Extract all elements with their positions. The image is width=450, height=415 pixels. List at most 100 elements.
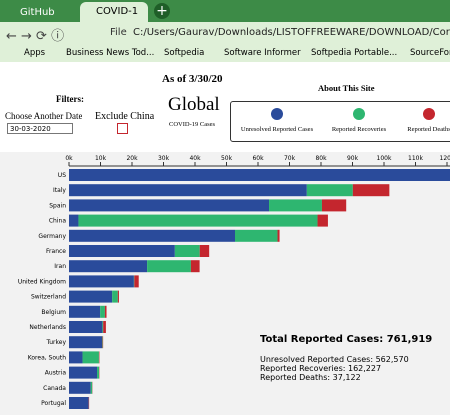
bar-segment [82, 351, 99, 364]
bar-segment [69, 397, 89, 409]
bar-segment [269, 199, 322, 212]
tab[interactable]: GitHub [20, 7, 55, 18]
y-tick-label: Austria [45, 370, 67, 377]
chart: 0k 10k 20k 30k 40k 50k 60k 70k 80k 90k 100k 110k 120… [0, 152, 450, 415]
bar-segment [147, 260, 191, 273]
legend-label: Reported Deaths [407, 126, 450, 133]
legend-dot [423, 108, 435, 120]
bar-segment [352, 184, 390, 197]
exclude-checkbox[interactable] [117, 123, 128, 134]
x-tick-label: 80k [315, 155, 327, 162]
bar-segment [69, 245, 175, 257]
bookmark[interactable]: Apps [24, 48, 46, 58]
subheading: COVID-19 Cases [169, 121, 216, 128]
y-tick-label: Iran [54, 263, 66, 270]
bar-segment [69, 214, 79, 227]
x-tick-label: 20k [126, 155, 138, 162]
about-link[interactable]: About This Site [318, 83, 375, 93]
summary-line: Reported Deaths: 37,122 [260, 373, 361, 382]
y-tick-label: Germany [38, 233, 66, 240]
bar-segment [69, 260, 148, 273]
x-tick-label: 30k [158, 155, 170, 162]
bookmark[interactable]: Softpedia [164, 48, 205, 58]
bar-segment [69, 184, 307, 197]
y-tick-label: Spain [49, 202, 66, 209]
bar-segment [112, 290, 118, 303]
address-bar[interactable]: C:/Users/Gaurav/Downloads/LISTOFFREEWARE… [133, 27, 450, 38]
bar-segment [199, 245, 210, 257]
bar-segment [69, 169, 450, 181]
legend-label: Reported Recoveries [331, 126, 387, 133]
y-tick-label: Italy [53, 187, 66, 194]
summary-line: Unresolved Reported Cases: 562,570 [260, 355, 409, 364]
bar-segment [317, 214, 328, 227]
toolbar [0, 22, 450, 62]
x-tick-label: 50k [221, 155, 233, 162]
bar-segment [69, 305, 101, 318]
x-tick-label: 90k [347, 155, 359, 162]
exclude-label: Exclude China [95, 111, 155, 122]
x-tick-label: 70k [284, 155, 296, 162]
bar-segment [134, 275, 139, 288]
date-input[interactable]: 30-03-2020 [7, 123, 73, 134]
y-tick-label: France [46, 248, 66, 255]
x-tick-label: 60k [252, 155, 264, 162]
bookmark[interactable]: Business News Tod... [66, 48, 155, 58]
bar-segment [69, 290, 113, 303]
bar-segment [103, 321, 106, 333]
y-tick-label: Portugal [41, 400, 66, 407]
legend: Unresolved Reported Cases Reported Recove… [230, 101, 450, 142]
bar-segment [102, 336, 103, 349]
x-tick-label: 120k [440, 155, 450, 162]
bar-segment [321, 199, 347, 212]
y-tick-label: Belgium [41, 309, 66, 316]
bar-segment [69, 275, 134, 288]
nav-buttons[interactable]: ← → ⟳ ⓘ [6, 29, 65, 44]
bookmark[interactable]: Softpedia Portable... [311, 48, 398, 58]
x-tick-label: 10k [95, 155, 107, 162]
bar-segment [235, 229, 278, 242]
legend-dot [353, 108, 365, 120]
y-tick-label: Turkey [45, 339, 66, 346]
bar-segment [306, 184, 353, 197]
bar-segment [102, 321, 104, 333]
y-tick-label: Canada [43, 385, 66, 392]
bar-segment [69, 351, 83, 364]
active-tab[interactable]: COVID-1 [80, 2, 148, 22]
heading: Global [168, 94, 220, 115]
summary-line: Reported Recoveries: 162,227 [260, 364, 382, 373]
x-tick-label: 100k [377, 155, 392, 162]
bar-segment [97, 366, 100, 379]
bar-segment [117, 290, 119, 303]
bar-segment [69, 336, 103, 349]
legend-dot [271, 108, 283, 120]
bar-segment [69, 366, 98, 379]
bar-segment [69, 229, 236, 242]
bookmark[interactable]: SourceForg [410, 48, 450, 58]
bar-segment [69, 321, 103, 333]
bar-segment [102, 336, 104, 349]
bar-segment [104, 305, 107, 318]
x-tick-label: 40k [189, 155, 201, 162]
y-tick-label: China [49, 218, 66, 225]
bar-segment [69, 381, 91, 394]
x-tick-label: 0k [65, 155, 73, 162]
bar-segment [90, 381, 93, 394]
new-tab-button[interactable]: + [154, 3, 170, 19]
bar-segment [69, 199, 270, 212]
as-of: As of 3/30/20 [162, 73, 223, 85]
y-tick-label: United Kingdom [18, 278, 66, 285]
bar-segment [174, 245, 200, 257]
filters-label: Filters: [56, 94, 84, 104]
bar-segment [100, 305, 105, 318]
bookmark[interactable]: Software Informer [224, 48, 301, 58]
bar-segment [78, 214, 318, 227]
date-label: Choose Another Date [5, 111, 83, 121]
bar-segment [277, 229, 280, 242]
x-tick-label: 110k [408, 155, 423, 162]
y-tick-label: Netherlands [29, 324, 66, 331]
y-tick-label: Korea, South [28, 354, 66, 361]
y-tick-label: Switzerland [31, 294, 66, 301]
summary-total: Total Reported Cases: 761,919 [260, 334, 433, 345]
